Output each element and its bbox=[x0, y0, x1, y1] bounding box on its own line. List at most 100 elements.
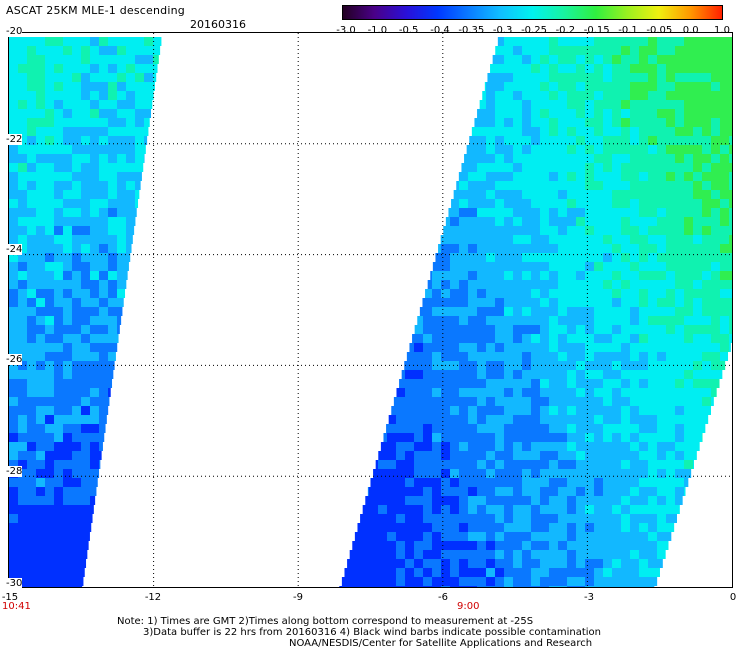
east-swath-cell bbox=[531, 586, 540, 587]
east-swath-cell bbox=[459, 226, 468, 235]
east-swath-cell bbox=[657, 82, 666, 91]
east-swath-cell bbox=[450, 586, 459, 587]
east-swath-cell bbox=[540, 379, 549, 388]
east-swath-cell bbox=[567, 487, 576, 496]
east-swath-cell bbox=[558, 397, 567, 406]
east-swath-cell bbox=[459, 541, 468, 550]
east-swath-cell bbox=[630, 361, 639, 370]
east-swath-cell bbox=[558, 334, 567, 343]
west-swath-cell bbox=[36, 460, 45, 469]
east-swath-cell bbox=[576, 559, 585, 568]
east-swath-cell bbox=[612, 55, 621, 64]
east-swath-cell bbox=[702, 388, 711, 397]
east-swath-cell bbox=[441, 253, 450, 262]
east-swath-cell bbox=[504, 586, 513, 587]
east-swath-cell bbox=[558, 478, 567, 487]
east-swath-cell bbox=[576, 316, 585, 325]
east-swath-cell bbox=[423, 523, 432, 532]
east-swath-cell bbox=[675, 172, 684, 181]
east-swath-cell bbox=[459, 181, 468, 190]
west-swath-cell bbox=[108, 217, 117, 226]
east-swath-cell bbox=[540, 154, 549, 163]
west-swath-cell bbox=[9, 316, 18, 325]
east-swath-cell bbox=[513, 199, 522, 208]
east-swath-cell bbox=[612, 145, 621, 154]
west-swath-cell bbox=[45, 136, 54, 145]
east-swath-cell bbox=[729, 235, 732, 244]
east-swath-cell bbox=[693, 64, 702, 73]
east-swath-cell bbox=[648, 109, 657, 118]
wind-error-map[interactable] bbox=[9, 33, 732, 587]
east-swath-cell bbox=[720, 226, 729, 235]
east-swath-cell bbox=[594, 514, 603, 523]
east-swath-cell bbox=[702, 235, 711, 244]
west-swath-cell bbox=[72, 154, 81, 163]
east-swath-cell bbox=[585, 433, 594, 442]
lon-label-9: -9 bbox=[293, 592, 303, 603]
east-swath-cell bbox=[603, 262, 612, 271]
west-swath-cell bbox=[45, 235, 54, 244]
west-swath-cell bbox=[63, 532, 72, 541]
east-swath-cell bbox=[531, 298, 540, 307]
east-swath-cell bbox=[522, 487, 531, 496]
east-swath-cell bbox=[459, 496, 468, 505]
east-swath-cell bbox=[477, 478, 486, 487]
east-swath-cell bbox=[639, 451, 648, 460]
east-swath-cell bbox=[711, 91, 720, 100]
west-swath-cell bbox=[90, 424, 99, 433]
east-swath-cell bbox=[576, 469, 585, 478]
east-swath-cell bbox=[576, 352, 585, 361]
east-swath-cell bbox=[630, 253, 639, 262]
west-swath-cell bbox=[108, 343, 117, 352]
east-swath-cell bbox=[693, 298, 702, 307]
east-swath-cell bbox=[531, 370, 540, 379]
west-swath-cell bbox=[54, 262, 63, 271]
east-swath-cell bbox=[477, 262, 486, 271]
west-swath-cell bbox=[72, 370, 81, 379]
west-swath-cell bbox=[27, 271, 36, 280]
east-swath-cell bbox=[594, 226, 603, 235]
east-swath-cell bbox=[693, 271, 702, 280]
east-swath-cell bbox=[468, 415, 477, 424]
east-swath-cell bbox=[639, 478, 648, 487]
east-swath-cell bbox=[453, 190, 463, 199]
east-swath-cell bbox=[540, 73, 549, 82]
east-swath-cell bbox=[603, 586, 612, 587]
east-swath-cell bbox=[531, 55, 540, 64]
west-swath-cell bbox=[72, 82, 81, 91]
east-swath-cell bbox=[621, 136, 630, 145]
east-swath-cell bbox=[441, 334, 450, 343]
west-swath-cell bbox=[63, 577, 72, 586]
east-swath-cell bbox=[711, 217, 720, 226]
east-swath-cell bbox=[396, 496, 405, 505]
west-swath-cell bbox=[9, 262, 18, 271]
east-swath-cell bbox=[549, 181, 558, 190]
west-swath-cell bbox=[99, 343, 108, 352]
west-swath-cell bbox=[27, 208, 36, 217]
west-swath-cell bbox=[135, 136, 144, 145]
east-swath-cell bbox=[468, 397, 477, 406]
west-swath-cell bbox=[27, 37, 36, 46]
east-swath-cell bbox=[702, 253, 711, 262]
east-swath-cell bbox=[342, 586, 351, 587]
west-swath-cell bbox=[90, 334, 99, 343]
east-swath-cell bbox=[630, 586, 639, 587]
east-swath-cell bbox=[702, 361, 711, 370]
west-swath-cell bbox=[117, 199, 126, 208]
east-swath-cell bbox=[675, 370, 684, 379]
map-panel[interactable] bbox=[8, 32, 733, 588]
east-swath-cell bbox=[639, 559, 648, 568]
east-swath-cell bbox=[630, 163, 639, 172]
west-swath-cell bbox=[36, 361, 45, 370]
east-swath-cell bbox=[441, 541, 450, 550]
east-swath-cell bbox=[450, 487, 459, 496]
east-swath-cell bbox=[684, 352, 693, 361]
east-swath-cell bbox=[576, 100, 585, 109]
east-swath-cell bbox=[486, 559, 495, 568]
west-swath-cell bbox=[36, 379, 45, 388]
west-swath-cell bbox=[9, 397, 18, 406]
east-swath-cell bbox=[585, 469, 594, 478]
east-swath-cell bbox=[441, 235, 450, 244]
west-swath-cell bbox=[36, 370, 45, 379]
east-swath-cell bbox=[639, 118, 648, 127]
